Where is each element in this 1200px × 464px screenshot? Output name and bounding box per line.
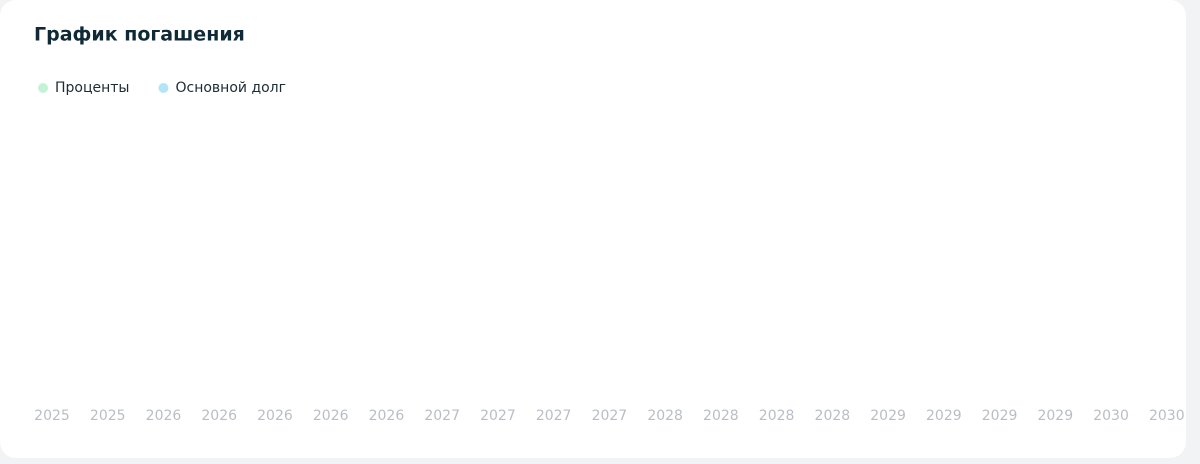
x-tick-label: 2029 — [926, 408, 962, 424]
x-tick-label: 2026 — [146, 408, 182, 424]
x-tick-label: 2026 — [257, 408, 293, 424]
x-tick-label: 2028 — [815, 408, 851, 424]
x-tick-label: 2026 — [369, 408, 405, 424]
x-tick-label: 2028 — [759, 408, 795, 424]
x-tick-label: 2026 — [201, 408, 237, 424]
legend-dot — [38, 83, 48, 93]
x-tick-label: 2029 — [982, 408, 1018, 424]
x-tick-label: 2027 — [536, 408, 572, 424]
x-tick-label: 2025 — [34, 408, 70, 424]
legend-label: Основной долг — [175, 80, 286, 96]
legend-dot — [158, 83, 169, 93]
x-tick-label: 2027 — [592, 408, 628, 424]
x-tick-label: 2028 — [647, 408, 683, 424]
chart-title: График погашения — [34, 24, 245, 46]
legend-label: Проценты — [55, 80, 129, 96]
x-tick-label: 2027 — [480, 408, 516, 424]
x-tick-label: 2029 — [870, 408, 906, 424]
x-tick-label: 2029 — [1037, 408, 1073, 424]
x-tick-label: 2030 — [1093, 408, 1129, 424]
card — [0, 0, 1186, 458]
x-tick-label: 2025 — [90, 408, 126, 424]
x-tick-label: 2028 — [703, 408, 739, 424]
x-tick-label: 2026 — [313, 408, 349, 424]
x-tick-label: 2030 — [1149, 408, 1185, 424]
x-tick-label: 2027 — [424, 408, 460, 424]
